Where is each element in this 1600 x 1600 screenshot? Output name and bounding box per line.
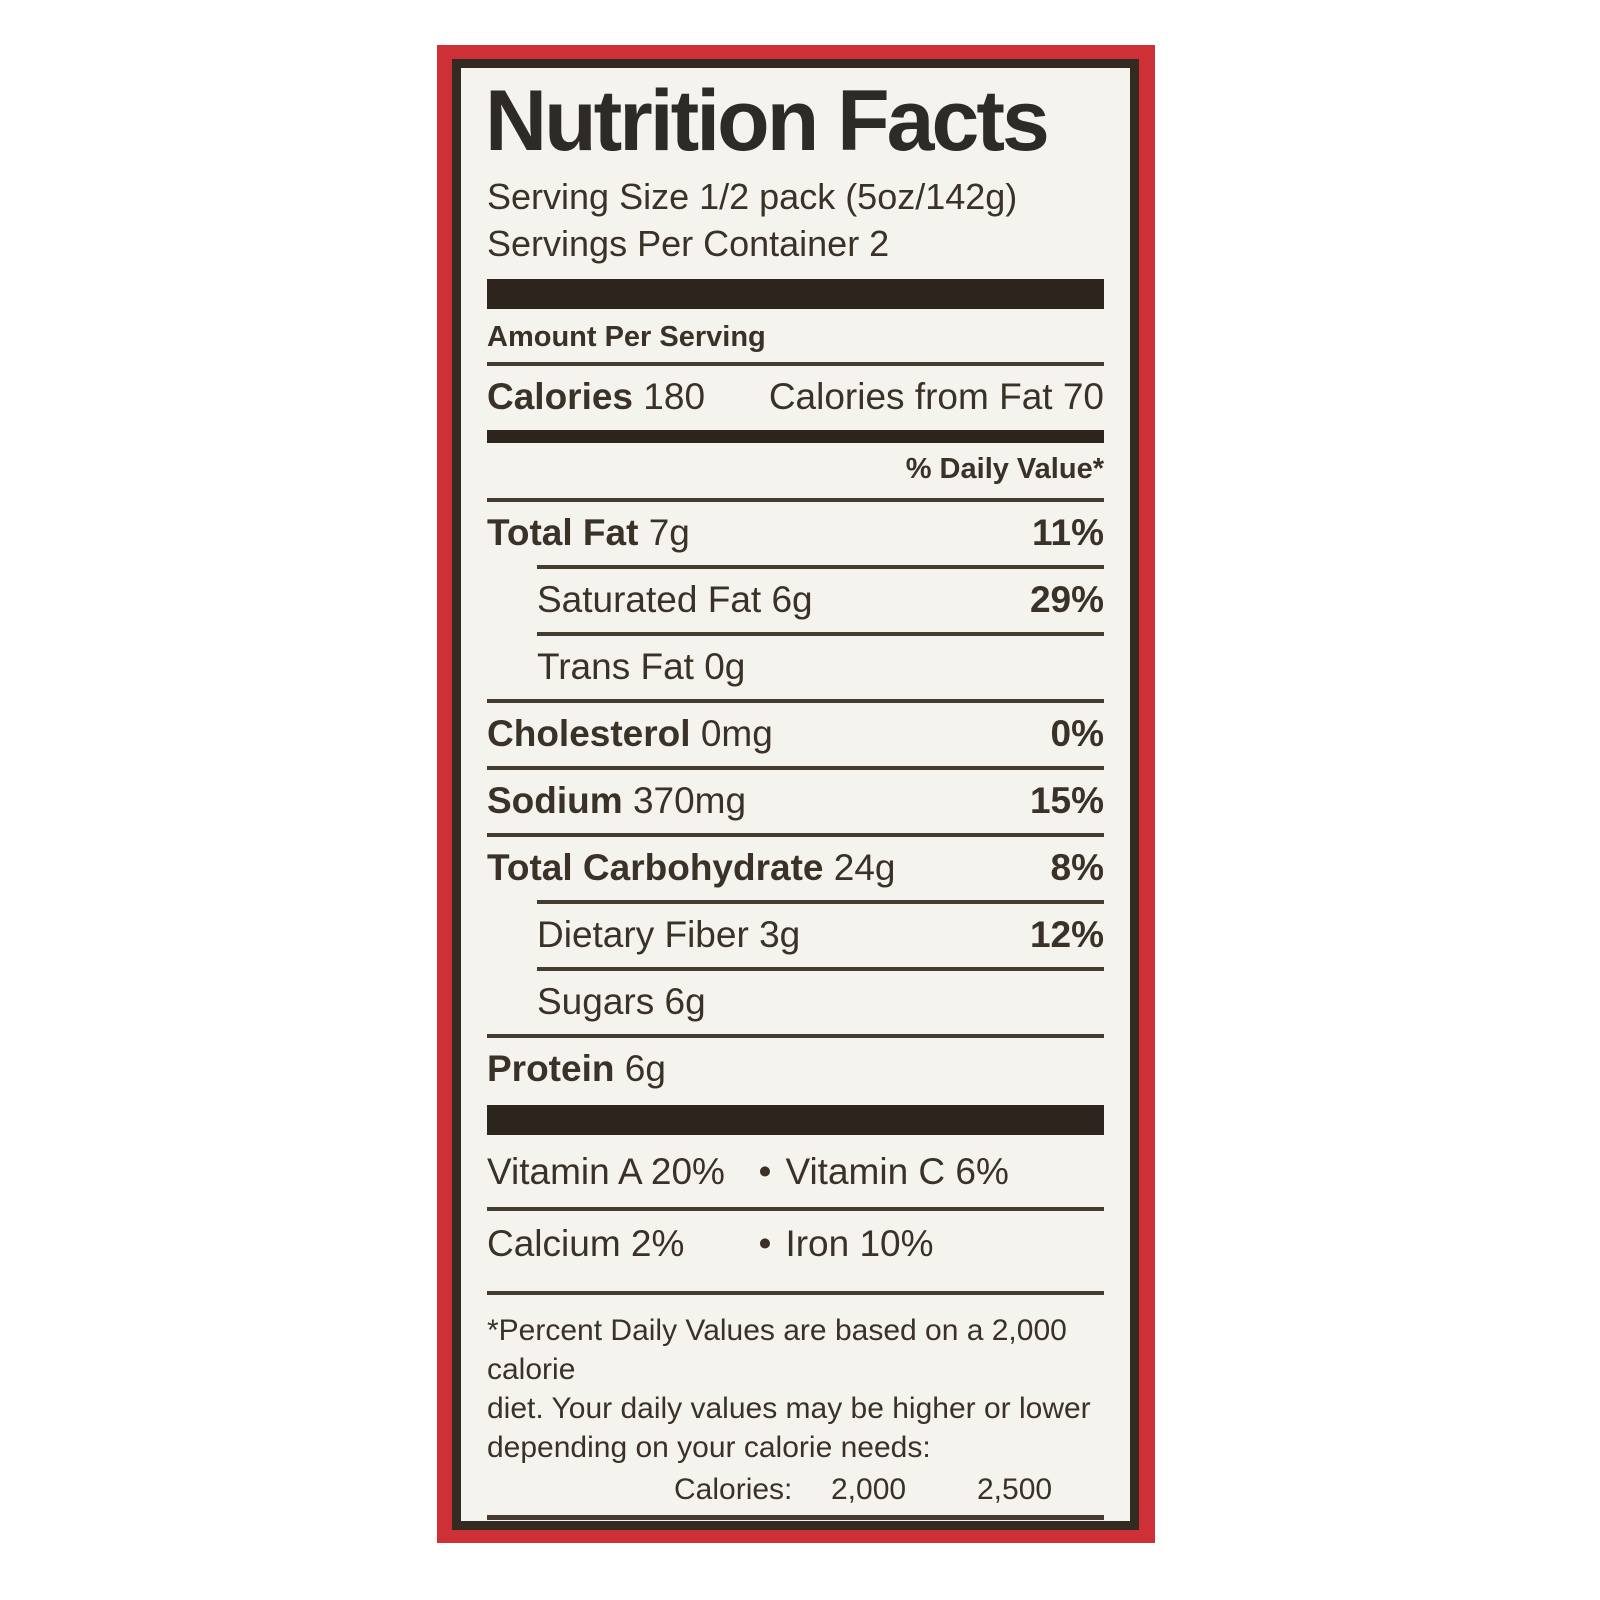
vitamin-a: Vitamin A 20% (487, 1151, 725, 1192)
vitamins-section: Vitamin A 20% • Vitamin C 6% Calcium 2% •… (487, 1139, 1104, 1279)
calcium: Calcium 2% (487, 1223, 685, 1264)
serving-info: Serving Size 1/2 pack (5oz/142g) Serving… (487, 173, 1104, 267)
nutrient-row-saturated-fat: Saturated Fat 6g 29% (537, 565, 1104, 632)
nutrition-facts-title: Nutrition Facts (485, 73, 1050, 169)
section-divider-bar (487, 1105, 1104, 1135)
bullet-icon: • (758, 1223, 772, 1264)
calories-divider-bar (487, 430, 1104, 443)
dv-value: 8% (1050, 847, 1104, 888)
servings-per-container: Servings Per Container 2 (487, 223, 890, 264)
dv-value: 11% (1031, 512, 1104, 553)
dv-value: 15% (1029, 780, 1104, 821)
nutrient-row-total-carbohydrate: Total Carbohydrate 24g 8% (487, 833, 1104, 900)
calories-row: Calories 180 Calories from Fat 70 (487, 366, 1104, 430)
dv-value: 12% (1029, 914, 1104, 955)
iron: Iron 10% (785, 1223, 934, 1264)
nutrient-row-sodium: Sodium 370mg 15% (487, 766, 1104, 833)
calories-from-fat: Calories from Fat 70 (768, 376, 1104, 417)
vitamin-row-a-c: Vitamin A 20% • Vitamin C 6% (487, 1139, 1104, 1207)
footnote-table-header: Calories: 2,000 2,500 (487, 1473, 1104, 1515)
vitamin-c: Vitamin C 6% (785, 1151, 1009, 1192)
serving-size: Serving Size 1/2 pack (5oz/142g) (487, 176, 1018, 217)
nutrient-row-sugars: Sugars 6g (537, 967, 1104, 1034)
footnote-table: Total Fat Less than 65g 80g Saturated Fa… (487, 1526, 1104, 1530)
nutrient-row-trans-fat: Trans Fat 0g (537, 632, 1104, 699)
calories: Calories 180 (487, 376, 706, 417)
vitamin-row-calcium-iron: Calcium 2% • Iron 10% (487, 1207, 1104, 1279)
nutrient-row-dietary-fiber: Dietary Fiber 3g 12% (537, 900, 1104, 967)
section-divider-bar (487, 279, 1104, 309)
dv-value: 0% (1050, 713, 1104, 754)
nutrient-row-total-fat: Total Fat 7g 11% (487, 498, 1104, 565)
footnote-divider (487, 1291, 1104, 1295)
nutrition-facts-label: Nutrition Facts Serving Size 1/2 pack (5… (452, 59, 1139, 1530)
footnote-text: *Percent Daily Values are based on a 2,0… (487, 1314, 1091, 1464)
nutrient-row-cholesterol: Cholesterol 0mg 0% (487, 699, 1104, 766)
nutrient-row-protein: Protein 6g (487, 1034, 1104, 1101)
footnote-table-rule (487, 1515, 1104, 1520)
calories-column-label: Calories: (674, 1473, 793, 1506)
col-2000: 2,000 (831, 1473, 907, 1506)
dv-value: 29% (1029, 579, 1104, 620)
col-2500: 2,500 (977, 1473, 1053, 1506)
red-package-background: Nutrition Facts Serving Size 1/2 pack (5… (437, 45, 1155, 1543)
daily-value-header: % Daily Value* (905, 453, 1104, 485)
footnote-row-total-fat: Total Fat Less than 65g 80g (487, 1526, 1104, 1530)
amount-per-serving: Amount Per Serving (487, 309, 1104, 366)
bullet-icon: • (758, 1151, 772, 1192)
